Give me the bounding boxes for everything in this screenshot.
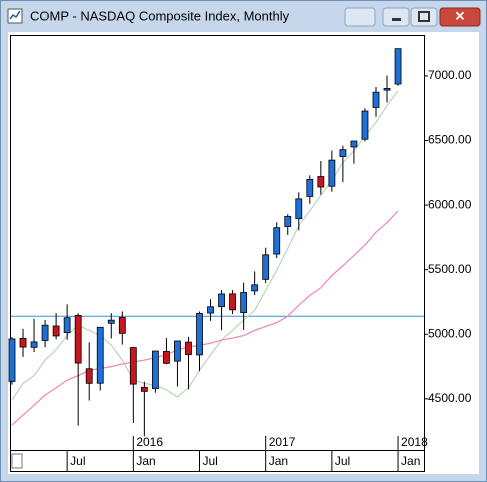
x-tick-label: Jul bbox=[203, 454, 218, 468]
candle-body bbox=[151, 350, 159, 389]
candle-body bbox=[240, 292, 248, 313]
candle-body bbox=[383, 88, 391, 91]
candle-body bbox=[30, 341, 38, 348]
candle-body bbox=[207, 306, 214, 314]
close-icon: ✕ bbox=[455, 8, 466, 23]
candle-body bbox=[251, 284, 259, 292]
candle-body bbox=[394, 48, 402, 85]
y-tick-label: 5500.00 bbox=[428, 262, 472, 276]
candle-body bbox=[262, 254, 270, 280]
candle-body bbox=[140, 386, 148, 392]
candle-body bbox=[163, 351, 170, 364]
x-tick-label: Jul bbox=[70, 454, 85, 468]
y-tick-label: 6500.00 bbox=[428, 133, 472, 147]
candle-body bbox=[317, 176, 325, 188]
year-label: 2017 bbox=[269, 435, 296, 449]
year-label: 2016 bbox=[136, 435, 163, 449]
x-tick-label: Jul bbox=[335, 454, 350, 468]
candle-body bbox=[52, 325, 60, 337]
candle-body bbox=[63, 317, 71, 333]
maximize-button[interactable] bbox=[410, 7, 438, 27]
y-tick-label: 6000.00 bbox=[428, 197, 472, 211]
minimize-button[interactable] bbox=[382, 7, 410, 27]
candle-body bbox=[129, 347, 137, 385]
x-tick-label: Jan bbox=[269, 454, 288, 468]
candle-body bbox=[118, 316, 126, 334]
candle-body bbox=[328, 159, 336, 187]
x-tick-label: Jan bbox=[136, 454, 155, 468]
minimize-icon bbox=[392, 18, 401, 21]
candle-body bbox=[273, 227, 281, 255]
candle-body bbox=[306, 178, 314, 197]
x-tick-label: Jan bbox=[401, 454, 420, 468]
candle-body bbox=[350, 140, 358, 148]
candle-body bbox=[185, 341, 192, 355]
maximize-icon bbox=[418, 11, 430, 22]
candle-body bbox=[284, 216, 292, 227]
candle-body bbox=[107, 319, 115, 324]
candle-body bbox=[361, 110, 369, 140]
y-tick-label: 4500.00 bbox=[428, 391, 472, 405]
scroll-button[interactable] bbox=[11, 453, 23, 469]
candle-body bbox=[339, 149, 347, 157]
candle-body bbox=[295, 198, 303, 220]
window-title: COMP - NASDAQ Composite Index, Monthly bbox=[30, 8, 290, 23]
y-tick-label: 5000.00 bbox=[428, 326, 472, 340]
y-tick-label: 7000.00 bbox=[428, 68, 472, 82]
year-label: 2018 bbox=[401, 435, 428, 449]
candle-body bbox=[229, 293, 237, 311]
candle-body bbox=[41, 324, 49, 341]
candle-body bbox=[96, 326, 104, 384]
candle-body bbox=[174, 340, 181, 362]
plot-frame bbox=[10, 35, 425, 451]
moving-average bbox=[11, 210, 399, 426]
candle-body bbox=[218, 293, 225, 308]
close-button[interactable] bbox=[439, 7, 481, 27]
x-axis-frame bbox=[10, 450, 425, 472]
app-icon-graph bbox=[9, 10, 21, 20]
link-button[interactable] bbox=[344, 7, 376, 27]
candle-body bbox=[8, 338, 16, 382]
candle-body bbox=[85, 368, 93, 384]
candle-body bbox=[196, 312, 203, 356]
candle-body bbox=[19, 337, 27, 348]
candle-body bbox=[372, 91, 380, 108]
candle-body bbox=[74, 315, 82, 364]
